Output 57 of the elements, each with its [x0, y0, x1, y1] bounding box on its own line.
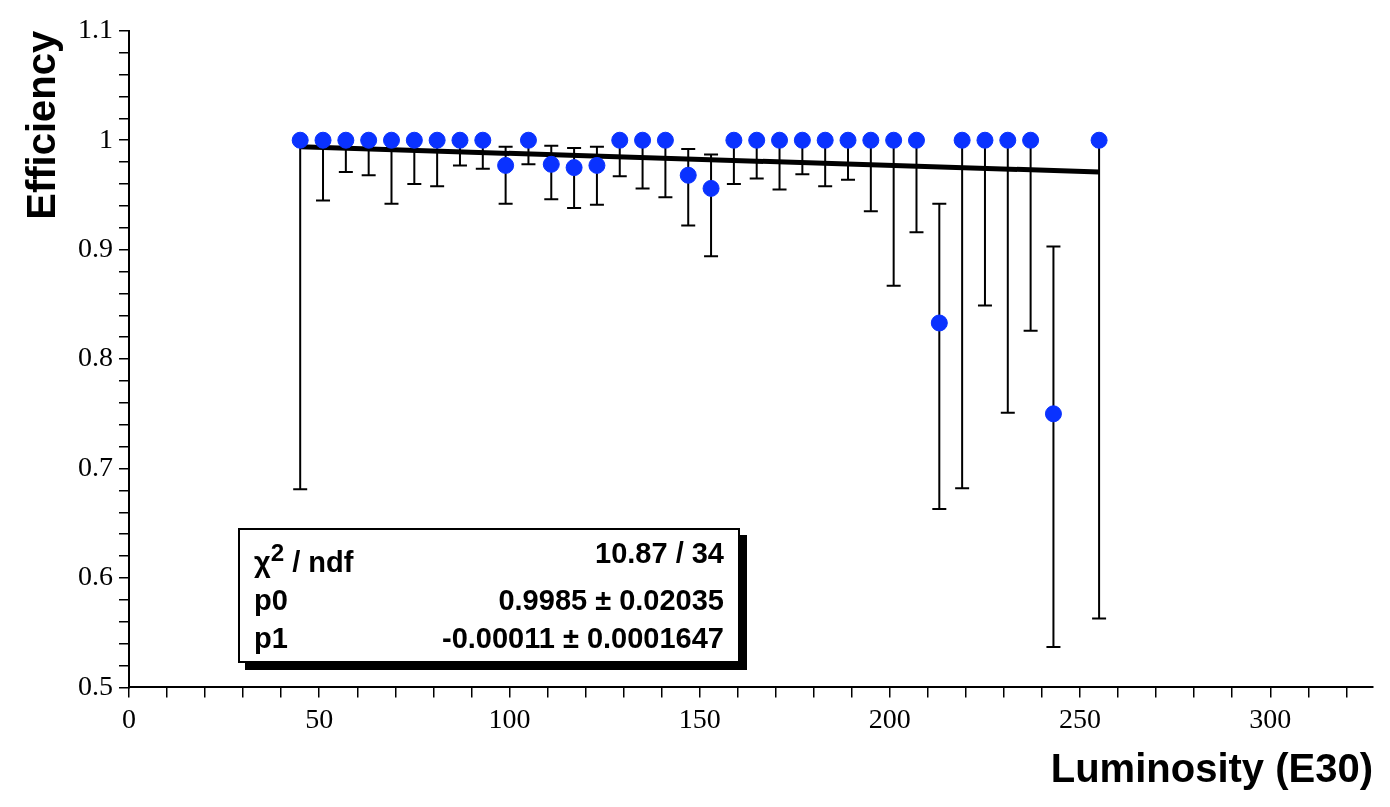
point — [885, 131, 903, 149]
x-axis-title: Luminosity (E30) — [1050, 746, 1373, 791]
point — [930, 314, 948, 332]
point — [702, 179, 720, 197]
x-tick-label: 50 — [305, 702, 334, 734]
point — [519, 131, 537, 149]
point — [907, 131, 925, 149]
point — [1044, 405, 1062, 423]
point — [748, 131, 766, 149]
point — [291, 131, 309, 149]
annotation: p1 — [254, 620, 288, 656]
point — [793, 131, 811, 149]
annotation: 10.87 / 34 — [595, 536, 724, 571]
annotation: -0.00011 ± 0.0001647 — [442, 620, 724, 656]
annotation: p0 — [254, 582, 288, 618]
point — [428, 131, 446, 149]
point — [542, 155, 560, 173]
point — [656, 131, 674, 149]
point — [383, 131, 400, 149]
y-tick-label: 0.6 — [78, 560, 113, 592]
point — [771, 131, 789, 149]
point — [360, 131, 378, 149]
y-tick-label: 0.9 — [78, 232, 113, 264]
x-tick-label: 250 — [1059, 702, 1102, 734]
y-axis-title: Efficiency — [19, 30, 64, 220]
y-tick-label: 1.1 — [78, 13, 113, 45]
annotation: χ$^{2}$ / ndf — [254, 538, 354, 580]
y-tick-label: 0.7 — [78, 450, 113, 482]
x-tick-label: 0 — [122, 702, 136, 734]
point — [839, 131, 857, 149]
point — [405, 131, 423, 149]
point — [634, 131, 652, 149]
point — [679, 166, 697, 184]
x-tick-label: 150 — [678, 702, 721, 734]
point — [497, 156, 515, 174]
x-tick-label: 300 — [1249, 702, 1292, 734]
point — [611, 131, 629, 149]
point — [474, 131, 492, 149]
point — [725, 131, 743, 149]
point — [976, 131, 994, 149]
point — [953, 131, 971, 149]
point — [1022, 131, 1040, 149]
annotation: 0.9985 ± 0.02035 — [498, 582, 724, 618]
point — [314, 131, 332, 149]
point — [565, 159, 583, 177]
point — [862, 131, 880, 149]
point — [999, 131, 1017, 149]
point — [337, 131, 355, 149]
y-tick-label: 0.8 — [78, 341, 113, 373]
x-tick-label: 200 — [868, 702, 911, 734]
point — [1090, 131, 1108, 149]
x-tick-label: 100 — [488, 702, 531, 734]
y-tick-label: 0.5 — [78, 669, 113, 701]
point — [816, 131, 834, 149]
point — [588, 156, 606, 174]
y-tick-label: 1 — [99, 122, 113, 154]
point — [451, 131, 469, 149]
